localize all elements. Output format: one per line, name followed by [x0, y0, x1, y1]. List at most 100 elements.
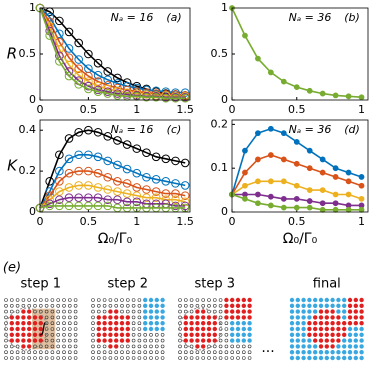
lattice-site: [102, 321, 107, 326]
lattice-site: [213, 309, 217, 314]
step-label: final: [313, 277, 341, 292]
lattice-site: [183, 321, 189, 326]
lattice-site: [68, 327, 72, 331]
data-point: [345, 191, 352, 198]
data-point: [84, 201, 93, 211]
lattice-site: [97, 356, 101, 360]
lattice-site: [68, 356, 72, 360]
lattice-site: [143, 356, 147, 360]
lattice-site: [212, 315, 218, 320]
y-tick-label: 0.2: [211, 117, 229, 130]
lattice-site: [318, 321, 324, 326]
lattice-site: [108, 350, 113, 355]
lattice-site: [62, 321, 66, 326]
lattice-site: [148, 315, 154, 320]
lattice-site: [301, 303, 306, 308]
lattice-site: [137, 303, 142, 308]
lattice-site: [56, 350, 61, 355]
lattice-site: [68, 350, 72, 355]
lattice-site: [342, 355, 347, 361]
lattice-site: [38, 356, 43, 360]
data-point: [171, 179, 180, 188]
lattice-site: [4, 298, 8, 302]
lattice-site: [126, 298, 130, 302]
lattice-site: [342, 303, 347, 308]
lattice-site: [33, 344, 37, 349]
lattice-site: [359, 321, 364, 326]
lattice-site: [27, 326, 32, 332]
lattice-site: [32, 315, 38, 320]
lattice-site: [307, 355, 312, 361]
lattice-site: [15, 332, 20, 337]
lattice-site: [324, 309, 329, 314]
lattice-site: [307, 326, 312, 332]
lattice-site: [137, 344, 142, 349]
data-point: [267, 69, 274, 76]
lattice-site: [230, 326, 235, 332]
data-point: [151, 174, 161, 184]
lattice-site: [137, 309, 142, 314]
lattice-site: [108, 344, 113, 349]
lattice-site: [120, 309, 124, 314]
data-point: [64, 183, 74, 192]
lattice-site: [318, 350, 324, 355]
data-point: [332, 200, 339, 207]
lattice-site: [125, 338, 131, 343]
lattice-site: [224, 303, 229, 308]
series-line: [39, 129, 186, 209]
lattice-site: [235, 321, 241, 326]
lattice-site: [68, 315, 72, 320]
lattice-site: [68, 321, 72, 326]
lattice-site: [207, 356, 211, 360]
lattice-site: [230, 338, 235, 343]
data-point: [319, 90, 326, 97]
lattice-site: [195, 338, 200, 343]
lattice-site: [295, 344, 300, 349]
data-point: [267, 193, 274, 200]
lattice-site: [201, 298, 205, 302]
lattice-site: [44, 315, 49, 320]
lattice-site: [330, 355, 335, 361]
lattice-site: [307, 350, 312, 355]
lattice-site: [247, 326, 252, 332]
lattice-site: [73, 356, 78, 360]
x-tick-label: 0: [37, 103, 44, 116]
lattice-site: [189, 303, 194, 308]
lattice-site: [347, 332, 353, 337]
lattice-site: [21, 356, 26, 360]
lattice-site: [4, 356, 8, 360]
data-point: [267, 152, 274, 158]
lattice-site: [131, 338, 136, 343]
lattice-site: [9, 321, 15, 326]
lattice-site: [62, 298, 66, 302]
data-point: [93, 168, 103, 178]
lattice-site: [224, 327, 229, 331]
lattice-site: [148, 309, 154, 314]
lattice-site: [347, 326, 353, 332]
data-point: [122, 189, 132, 198]
lattice-site: [359, 303, 364, 308]
lattice-site: [126, 356, 130, 360]
y-tick-label: 0.2: [19, 164, 37, 177]
data-point: [161, 93, 171, 103]
lattice-site: [336, 350, 341, 355]
lattice-site: [96, 332, 102, 337]
lattice-site: [149, 350, 153, 355]
lattice-site: [137, 298, 142, 302]
lattice-site: [27, 344, 32, 349]
lattice-site: [21, 326, 26, 332]
lattice-site: [73, 338, 78, 343]
panel-label: (d): [344, 123, 360, 136]
lattice-site: [289, 315, 295, 320]
lattice-site: [330, 297, 335, 303]
data-point: [171, 201, 180, 211]
lattice-site: [160, 321, 165, 326]
lattice-site: [96, 338, 102, 343]
lattice-site: [131, 332, 136, 337]
data-point: [93, 70, 103, 80]
lattice-site: [224, 332, 229, 337]
lattice-site: [143, 326, 148, 332]
lattice-site: [313, 309, 318, 314]
lattice-site: [353, 321, 358, 326]
data-point: [142, 193, 151, 202]
